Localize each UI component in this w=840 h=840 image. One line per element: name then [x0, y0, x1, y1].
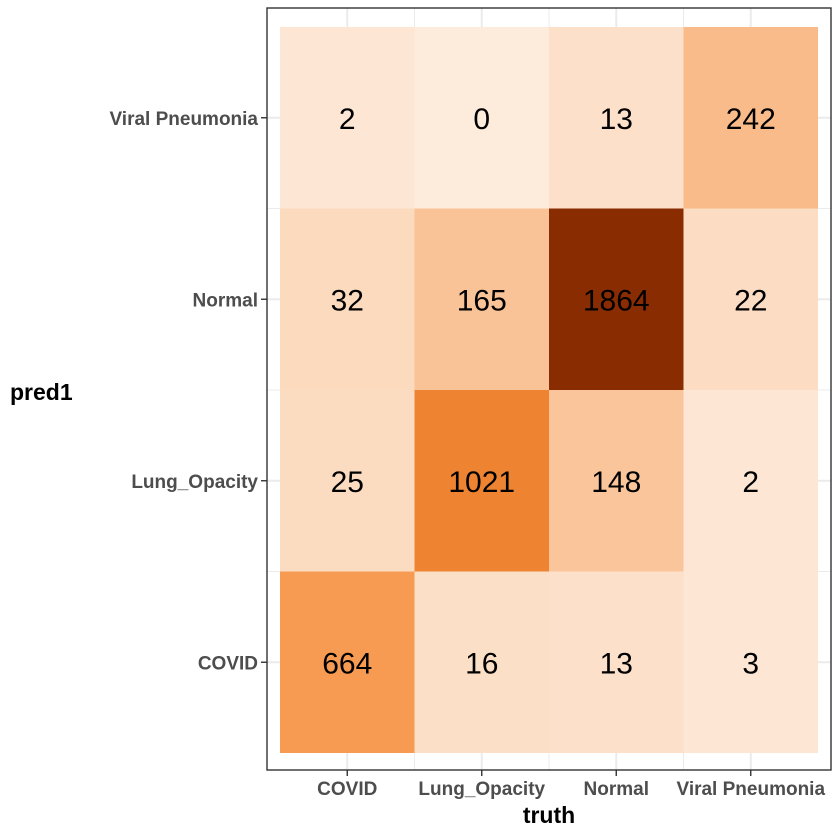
- heatmap-cell: [280, 27, 415, 209]
- heatmap-cell: [280, 571, 415, 753]
- heatmap-cell-value: 2: [742, 466, 759, 499]
- heatmap-cell: [414, 390, 549, 572]
- heatmap-cell-value: 25: [331, 466, 364, 499]
- x-tick-label: Lung_Opacity: [418, 779, 545, 800]
- panel-border: [266, 7, 832, 771]
- heatmap-cell: [549, 208, 684, 390]
- heatmap-cell-value: 165: [457, 284, 507, 317]
- y-axis-ticks: COVID Lung_Opacity Normal Viral Pneumonia: [109, 109, 267, 674]
- y-tick-label: COVID: [198, 653, 258, 674]
- heatmap-cell-value: 2: [339, 103, 356, 136]
- heatmap-cell-value: 1864: [583, 284, 650, 317]
- heatmap-cell-value: 32: [331, 284, 364, 317]
- x-tick-label: Normal: [584, 779, 649, 800]
- x-tick-label: COVID: [317, 779, 377, 800]
- heatmap-cell: [549, 390, 684, 572]
- heatmap-cell-value: 664: [322, 647, 372, 680]
- heatmap-cell: [683, 571, 818, 753]
- x-axis-ticks: COVID Lung_Opacity Normal Viral Pneumonia: [317, 770, 825, 800]
- heatmap-cell: [549, 27, 684, 209]
- heatmap-cell: [683, 27, 818, 209]
- heatmap-cell: [414, 27, 549, 209]
- heatmap-cell: [683, 390, 818, 572]
- heatmap-cell-value: 3: [742, 647, 759, 680]
- y-tick-label: Viral Pneumonia: [109, 109, 258, 130]
- x-tick-label: Viral Pneumonia: [676, 779, 825, 800]
- y-tick-label: Normal: [193, 290, 258, 311]
- heatmap-cell-value: 13: [600, 103, 633, 136]
- heatmap-cell: [414, 208, 549, 390]
- heatmap-cell-value: 16: [465, 647, 498, 680]
- y-axis-title: pred1: [10, 379, 73, 405]
- heatmap-cell: [414, 571, 549, 753]
- heatmap-cell-value: 1021: [448, 466, 515, 499]
- heatmap-cell-value: 0: [473, 103, 490, 136]
- heatmap-cell-labels: 2 0 13 242 32 165 1864 22 25 1021 148 2 664 16 13 3: [322, 103, 776, 681]
- heatmap-cell: [280, 208, 415, 390]
- heatmap-cells: [280, 27, 818, 753]
- heatmap-cell-value: 13: [600, 647, 633, 680]
- x-axis-title: truth: [523, 802, 575, 828]
- heatmap-cell: [280, 390, 415, 572]
- heatmap-cell: [549, 571, 684, 753]
- heatmap-cell-value: 22: [734, 284, 767, 317]
- heatmap-cell-value: 148: [591, 466, 641, 499]
- heatmap-cell: [683, 208, 818, 390]
- heatmap-cell-value: 242: [726, 103, 776, 136]
- y-tick-label: Lung_Opacity: [131, 472, 258, 493]
